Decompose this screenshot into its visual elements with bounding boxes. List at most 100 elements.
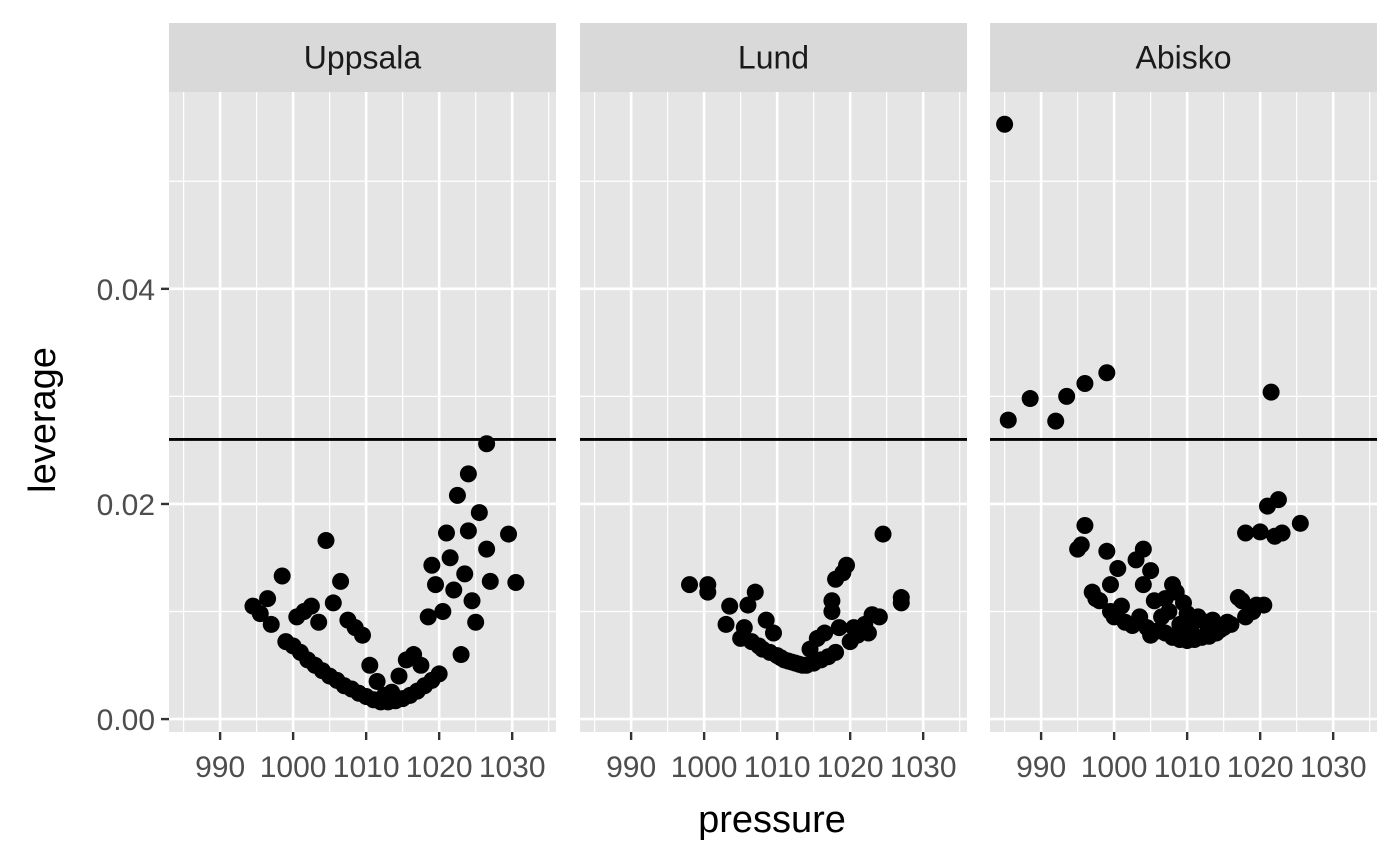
data-point [1233, 592, 1251, 610]
data-point [452, 646, 470, 664]
facet-strip-label: Abisko [1135, 40, 1231, 76]
data-point [816, 624, 834, 642]
data-point [874, 525, 892, 543]
data-point [827, 643, 845, 661]
x-tick-label: 1030 [1300, 751, 1367, 784]
facet-strip [169, 23, 556, 92]
data-point [437, 524, 455, 542]
data-point [262, 615, 280, 633]
x-tick-label: 990 [195, 751, 245, 784]
data-point [681, 576, 699, 594]
data-point [459, 465, 477, 483]
data-point [1047, 412, 1065, 430]
data-point [1098, 364, 1116, 382]
data-point [1021, 390, 1039, 408]
x-tick-label: 1000 [671, 751, 738, 784]
data-point [419, 608, 437, 626]
data-point [1222, 615, 1240, 633]
data-point [448, 486, 466, 504]
data-point [1160, 603, 1178, 621]
data-point [310, 613, 328, 631]
data-point [996, 115, 1014, 133]
data-point [1109, 560, 1127, 578]
data-point [1112, 597, 1130, 615]
data-point [999, 411, 1017, 429]
data-point [441, 549, 459, 567]
facet-strip-label: Uppsala [304, 40, 422, 76]
data-point [500, 525, 518, 543]
data-point [1076, 374, 1094, 392]
data-point [430, 665, 448, 683]
data-point [1058, 387, 1076, 405]
data-point [332, 572, 350, 590]
x-tick-label: 1020 [406, 751, 473, 784]
x-tick-label: 1030 [479, 751, 546, 784]
panel-uppsala: Uppsala 990 1000 1010 1020 1030 [169, 23, 556, 784]
data-point [1269, 491, 1287, 509]
data-point [390, 667, 408, 685]
data-point [699, 583, 717, 601]
data-point [317, 532, 335, 550]
panel-plot-area [990, 92, 1377, 732]
data-point [757, 611, 775, 629]
y-axis-title: leverage [22, 347, 64, 493]
data-point [412, 656, 430, 674]
data-point [1076, 516, 1094, 534]
panel-plot-area [580, 92, 967, 732]
data-point [1134, 576, 1152, 594]
x-tick-label: 1020 [1227, 751, 1294, 784]
data-point [445, 581, 463, 599]
data-point [739, 596, 757, 614]
data-point [251, 605, 269, 623]
panel-plot-area [169, 92, 556, 732]
data-point [823, 592, 841, 610]
data-point [273, 567, 291, 585]
data-point [259, 590, 277, 608]
data-point [1142, 562, 1160, 580]
data-point [463, 592, 481, 610]
x-tick-label: 1000 [260, 751, 327, 784]
facet-strip [990, 23, 1377, 92]
data-point [870, 608, 888, 626]
data-point [459, 522, 477, 540]
panel-lund: Lund 990 1000 1010 1020 1030 [580, 23, 967, 784]
y-axis: 0.00 0.02 0.04 [97, 274, 169, 737]
data-point [721, 597, 739, 615]
x-tick-label: 1000 [1081, 751, 1148, 784]
data-point [1255, 596, 1273, 614]
data-point [481, 572, 499, 590]
data-point [478, 540, 496, 558]
data-point [354, 626, 371, 644]
data-point [1237, 524, 1255, 542]
y-tick-label: 0.02 [97, 489, 155, 522]
data-point [470, 504, 488, 522]
y-tick-label: 0.04 [97, 274, 155, 307]
data-point [735, 619, 753, 637]
x-tick-label: 990 [606, 751, 656, 784]
data-point [1134, 540, 1152, 558]
x-tick-label: 1010 [1154, 751, 1221, 784]
data-point [746, 583, 764, 601]
data-point [765, 624, 782, 642]
y-tick-label: 0.00 [97, 704, 155, 737]
data-point [1291, 514, 1309, 532]
data-point [368, 672, 386, 690]
x-axis-title: pressure [698, 799, 846, 841]
data-point [717, 615, 735, 633]
data-point [427, 576, 445, 594]
data-point [1091, 592, 1109, 610]
data-point [434, 603, 452, 621]
data-point [324, 594, 342, 612]
data-point [507, 573, 525, 591]
data-point [478, 435, 496, 453]
facet-strip [580, 23, 967, 92]
data-point [1251, 523, 1269, 541]
data-point [302, 597, 320, 615]
x-tick-label: 1030 [890, 751, 957, 784]
data-point [1101, 576, 1119, 594]
x-tick-label: 1010 [744, 751, 811, 784]
data-point [1273, 524, 1291, 542]
x-tick-label: 1020 [817, 751, 884, 784]
